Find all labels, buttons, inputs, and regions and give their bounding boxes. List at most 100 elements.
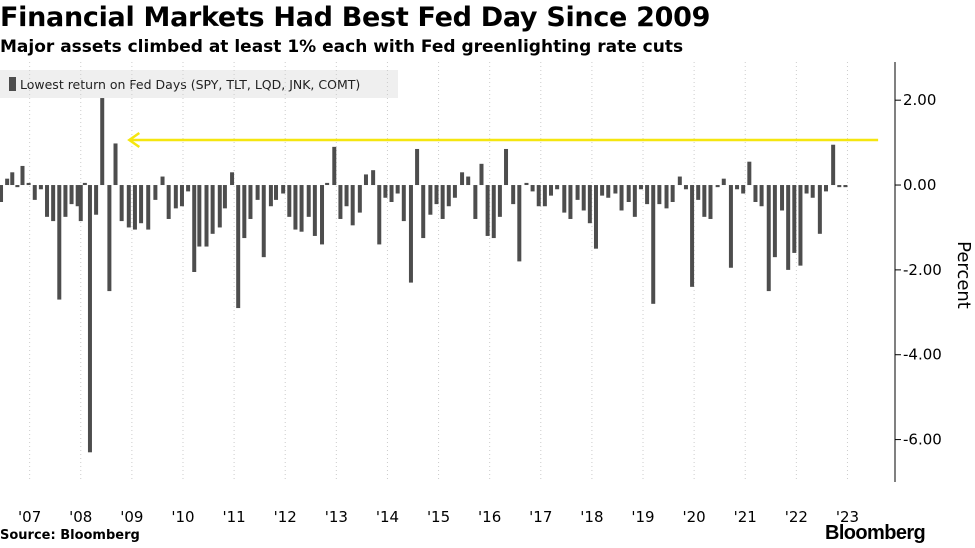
bar — [555, 185, 560, 190]
bar — [51, 185, 56, 222]
bar — [810, 185, 815, 198]
bar — [452, 185, 457, 198]
bar — [0, 185, 4, 202]
bar — [434, 185, 439, 205]
y-tick-label: -2.00 — [903, 261, 942, 279]
x-tick-label: '17 — [529, 508, 552, 526]
bar — [843, 185, 848, 188]
x-tick-label: '18 — [580, 508, 603, 526]
bar — [320, 185, 325, 245]
bar — [179, 185, 184, 207]
bar — [721, 178, 726, 186]
bar — [708, 185, 713, 219]
bar — [581, 185, 586, 211]
bar — [325, 182, 330, 186]
bar — [389, 185, 394, 202]
x-tick-label: '14 — [376, 508, 399, 526]
x-tick-label: '23 — [836, 508, 859, 526]
legend: Lowest return on Fed Days (SPY, TLT, LQD… — [0, 70, 398, 98]
x-tick-label: '15 — [427, 508, 450, 526]
x-tick-label: '09 — [120, 508, 143, 526]
bar — [26, 182, 31, 186]
bar — [242, 185, 247, 239]
bar — [421, 185, 426, 239]
bar — [401, 185, 406, 222]
bar — [702, 185, 707, 217]
bar — [94, 185, 99, 215]
bar — [146, 185, 151, 230]
bar — [371, 170, 376, 186]
bar — [281, 185, 286, 194]
bar — [119, 185, 124, 222]
bar — [350, 185, 355, 226]
bar — [69, 185, 74, 205]
bar — [38, 185, 43, 190]
bar — [619, 185, 624, 211]
bar — [210, 185, 215, 234]
bar — [741, 185, 746, 194]
bar — [683, 185, 688, 190]
y-axis-label: Percent — [953, 241, 974, 309]
bar — [357, 185, 362, 213]
bar — [255, 185, 260, 200]
bar — [466, 176, 471, 186]
bar — [638, 185, 643, 190]
bar — [204, 185, 209, 247]
x-tick-label: '08 — [69, 508, 92, 526]
x-tick-label: '10 — [171, 508, 194, 526]
chart-subtitle: Major assets climbed at least 1% each wi… — [0, 37, 684, 57]
x-tick-label: '19 — [631, 508, 654, 526]
y-tick-label: -6.00 — [903, 431, 942, 449]
bar — [670, 185, 675, 202]
y-tick-label: 2.00 — [903, 91, 936, 109]
bar — [293, 185, 298, 230]
bar — [166, 185, 171, 219]
bar — [831, 144, 836, 186]
bar — [383, 185, 388, 198]
bar — [299, 185, 304, 232]
bar — [562, 185, 567, 213]
bar — [530, 185, 535, 192]
bar — [408, 185, 413, 283]
bar — [715, 185, 720, 188]
bar — [651, 185, 656, 304]
bar — [728, 185, 733, 268]
bar — [766, 185, 771, 292]
bar — [606, 185, 611, 198]
bar — [363, 174, 368, 186]
chart-title: Financial Markets Had Best Fed Day Since… — [0, 2, 711, 33]
bar — [338, 185, 343, 219]
bar — [645, 185, 650, 205]
bar — [428, 185, 433, 215]
y-tick-label: 0.00 — [903, 176, 936, 194]
bar — [587, 185, 592, 224]
bar — [395, 185, 400, 194]
bar — [197, 185, 202, 247]
bar — [786, 185, 791, 270]
bar — [759, 185, 764, 207]
source-note: Source: Bloomberg — [0, 528, 140, 543]
legend-swatch — [9, 77, 16, 91]
bar — [217, 185, 222, 228]
bar — [15, 185, 20, 188]
bar — [772, 185, 777, 258]
bar — [5, 178, 10, 186]
x-tick-label: '11 — [222, 508, 245, 526]
bar — [100, 98, 105, 186]
y-tick-label: -4.00 — [903, 346, 942, 364]
bar — [87, 185, 92, 453]
bar — [45, 185, 50, 217]
bar — [377, 185, 382, 245]
bar — [575, 185, 580, 200]
bar — [32, 185, 37, 200]
bar — [160, 176, 165, 186]
x-tick-label: '22 — [785, 508, 808, 526]
bar — [230, 172, 235, 186]
bar — [78, 185, 83, 222]
bar — [690, 185, 695, 287]
bar — [248, 185, 253, 219]
bar — [473, 185, 478, 219]
bar — [517, 185, 522, 262]
bar — [664, 185, 669, 209]
